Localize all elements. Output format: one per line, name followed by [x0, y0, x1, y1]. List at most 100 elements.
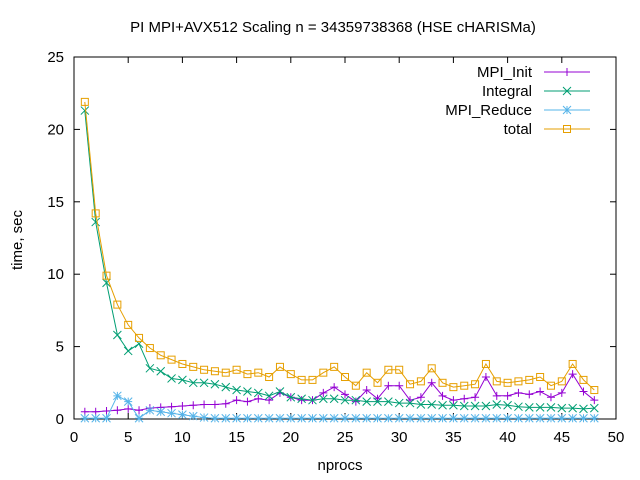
data-point	[351, 413, 361, 423]
data-point	[91, 209, 100, 218]
data-point	[188, 411, 198, 421]
data-point	[449, 400, 458, 410]
x-tick-label: 20	[282, 429, 299, 446]
data-point	[319, 368, 328, 377]
data-point	[329, 413, 339, 423]
data-point	[156, 351, 165, 360]
y-tick-label: 10	[47, 266, 64, 283]
data-point	[243, 397, 252, 406]
data-point	[525, 390, 534, 399]
data-point	[503, 413, 512, 423]
data-point	[123, 346, 133, 356]
data-point	[514, 388, 523, 397]
chart-title: PI MPI+AVX512 Scaling n = 34359738368 (H…	[130, 19, 536, 36]
data-point	[590, 386, 599, 395]
data-point	[113, 330, 122, 340]
data-point	[373, 413, 382, 423]
data-point	[167, 374, 176, 383]
data-point	[481, 359, 490, 368]
data-point	[589, 413, 599, 423]
data-point	[503, 378, 512, 387]
data-point	[362, 386, 371, 395]
data-point	[557, 413, 567, 423]
data-point	[579, 404, 588, 414]
data-point	[254, 368, 263, 377]
data-point	[524, 403, 534, 412]
data-point	[590, 396, 599, 405]
data-point	[200, 365, 209, 374]
data-point	[80, 97, 89, 106]
data-point	[178, 375, 187, 385]
data-point	[384, 397, 393, 406]
data-point	[319, 388, 328, 397]
data-point	[340, 395, 350, 405]
data-point	[221, 399, 230, 408]
data-point	[503, 400, 512, 410]
y-axis-label: time, sec	[9, 209, 26, 270]
data-point	[416, 393, 425, 402]
series-layer	[80, 97, 599, 423]
data-point	[124, 404, 133, 413]
data-point	[492, 391, 501, 400]
data-point	[145, 363, 155, 373]
data-point	[481, 401, 491, 411]
data-point	[470, 401, 480, 411]
data-point	[535, 413, 545, 423]
data-point	[351, 397, 360, 406]
data-point	[405, 413, 415, 423]
data-point	[471, 393, 480, 402]
data-point	[243, 387, 252, 396]
data-point	[254, 394, 263, 403]
data-point	[91, 217, 101, 227]
data-point	[330, 362, 339, 371]
data-point	[492, 377, 501, 386]
data-point	[113, 406, 122, 415]
data-point	[145, 344, 154, 353]
series-line	[84, 110, 595, 410]
data-point	[427, 400, 437, 409]
legend-marker	[562, 86, 572, 96]
x-tick-label: 50	[608, 429, 625, 446]
data-point	[308, 375, 317, 384]
data-point	[232, 385, 241, 395]
data-point	[449, 413, 458, 423]
data-point	[579, 387, 588, 396]
data-point	[568, 403, 577, 413]
data-point	[330, 383, 339, 392]
data-point	[535, 403, 545, 412]
data-point	[123, 397, 133, 406]
data-point	[384, 413, 393, 423]
data-point	[286, 392, 296, 402]
data-point	[470, 413, 480, 423]
data-point	[525, 375, 534, 384]
x-tick-label: 5	[124, 429, 132, 446]
data-point	[308, 395, 317, 405]
data-point	[253, 388, 263, 398]
x-tick-label: 25	[337, 429, 354, 446]
data-point	[200, 400, 209, 409]
data-point	[275, 362, 284, 371]
data-point	[438, 413, 447, 423]
data-point	[275, 387, 285, 396]
x-tick-label: 0	[70, 429, 78, 446]
legend-label: MPI_Reduce	[445, 102, 532, 119]
data-point	[189, 362, 198, 371]
data-point	[221, 368, 230, 377]
data-point	[156, 407, 166, 417]
x-tick-label: 30	[391, 429, 408, 446]
data-point	[492, 413, 502, 423]
data-point	[351, 395, 361, 405]
data-point	[80, 106, 90, 115]
data-point	[243, 370, 252, 379]
data-point	[362, 368, 371, 377]
data-point	[460, 381, 469, 390]
data-point	[113, 300, 122, 309]
data-point	[362, 413, 372, 423]
data-point	[113, 391, 122, 401]
data-point	[568, 359, 577, 368]
data-point	[286, 370, 295, 379]
data-point	[232, 365, 241, 374]
data-point	[308, 413, 317, 423]
plot-border	[73, 56, 617, 420]
